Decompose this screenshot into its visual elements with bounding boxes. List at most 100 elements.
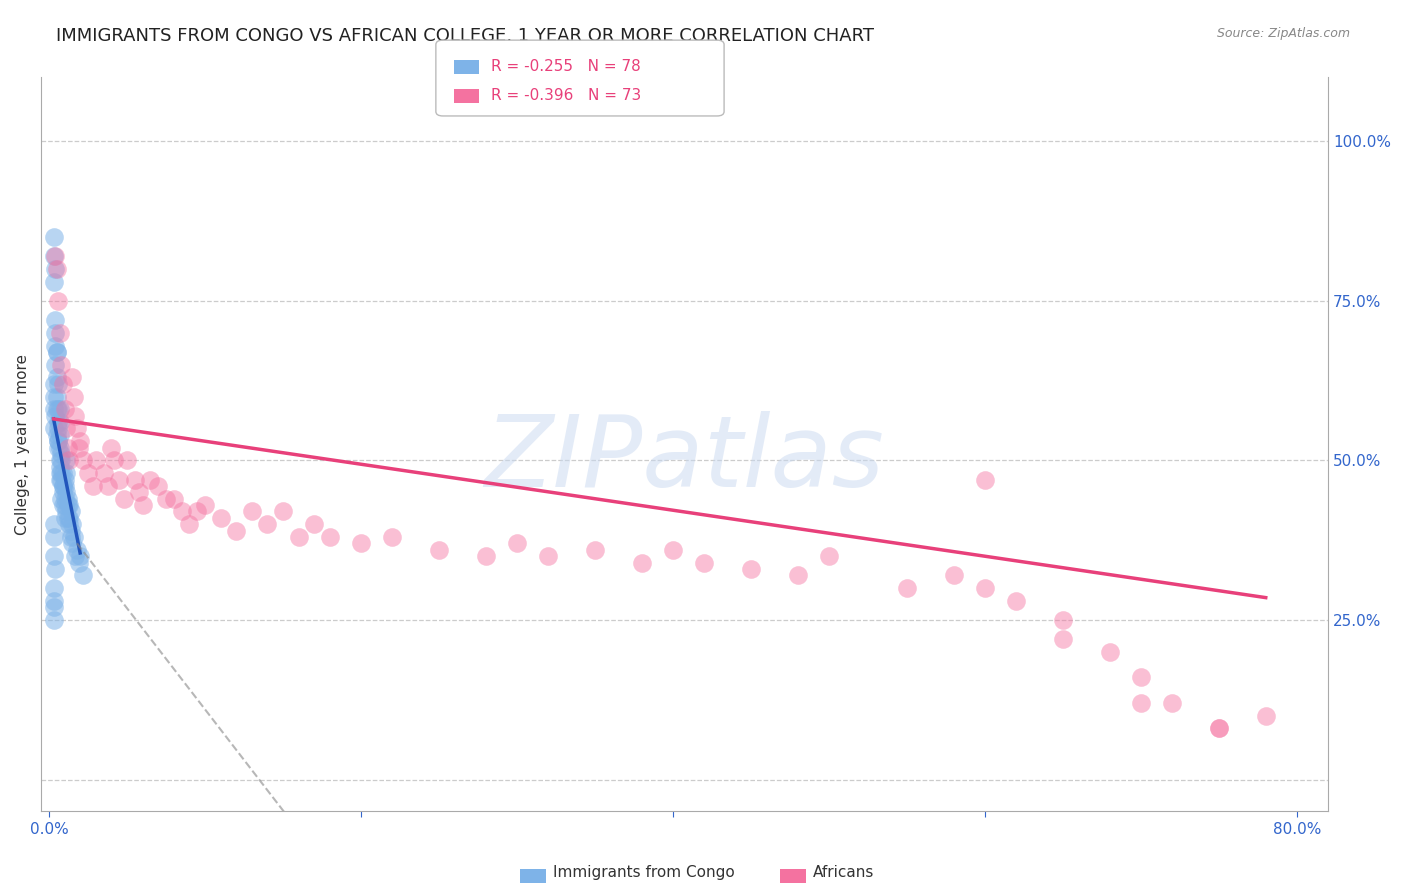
Point [46,293,69,308]
Point [474,549,496,563]
Point [45,428,67,442]
Point [58,498,80,512]
Point [58,511,80,525]
Point [1129,696,1152,710]
Point [53,479,76,493]
Point [72,453,94,467]
Point [139,473,162,487]
Point [44,326,66,340]
Point [1208,722,1230,736]
Point [67,441,90,455]
Point [52,485,75,500]
Point [49,459,72,474]
Text: Africans: Africans [813,865,875,880]
Point [350,536,373,550]
Point [302,517,325,532]
Point [63,390,86,404]
Point [51,358,73,372]
Point [46,421,69,435]
Point [59,524,82,538]
Point [53,491,76,506]
Point [65,549,87,563]
Point [42,249,65,263]
Point [55,504,77,518]
Point [1208,722,1230,736]
Y-axis label: College, 1 year or more: College, 1 year or more [15,354,30,535]
Point [45,261,67,276]
Point [56,491,79,506]
Point [46,434,69,449]
Point [271,504,294,518]
Point [42,421,65,435]
Point [42,530,65,544]
Point [319,530,342,544]
Point [194,498,217,512]
Point [49,402,72,417]
Point [45,344,67,359]
Point [51,447,73,461]
Point [170,504,193,518]
Point [49,326,72,340]
Point [1052,632,1074,646]
Point [128,485,150,500]
Point [67,556,90,570]
Point [583,542,606,557]
Point [58,453,80,467]
Point [72,568,94,582]
Point [662,542,685,557]
Point [693,556,716,570]
Point [163,491,186,506]
Point [44,562,66,576]
Text: R = -0.396   N = 73: R = -0.396 N = 73 [491,88,641,103]
Point [630,556,652,570]
Point [896,581,918,595]
Point [974,581,997,595]
Point [82,479,104,493]
Point [60,370,83,384]
Point [1052,613,1074,627]
Point [287,530,309,544]
Point [186,504,208,518]
Point [55,466,77,480]
Point [1161,696,1184,710]
Point [51,466,73,480]
Point [45,390,67,404]
Point [59,504,82,518]
Point [77,466,100,480]
Point [44,358,66,372]
Point [49,473,72,487]
Text: Source: ZipAtlas.com: Source: ZipAtlas.com [1216,27,1350,40]
Point [46,415,69,429]
Point [131,498,153,512]
Point [52,376,75,391]
Point [58,517,80,532]
Point [146,479,169,493]
Point [49,415,72,429]
Point [42,230,65,244]
Point [52,479,75,493]
Point [56,511,79,525]
Point [66,421,89,435]
Point [381,530,404,544]
Point [1254,708,1277,723]
Point [55,453,77,467]
Point [115,453,138,467]
Text: IMMIGRANTS FROM CONGO VS AFRICAN COLLEGE, 1 YEAR OR MORE CORRELATION CHART: IMMIGRANTS FROM CONGO VS AFRICAN COLLEGE… [56,27,875,45]
Point [44,338,66,352]
Point [44,249,66,263]
Point [84,453,107,467]
Point [225,524,247,538]
Point [66,542,89,557]
Point [740,562,762,576]
Point [427,542,450,557]
Point [42,600,65,615]
Point [42,517,65,532]
Point [42,390,65,404]
Point [49,428,72,442]
Point [52,466,75,480]
Point [51,453,73,467]
Point [49,441,72,455]
Point [155,491,177,506]
Point [56,498,79,512]
Text: R = -0.255   N = 78: R = -0.255 N = 78 [491,59,641,74]
